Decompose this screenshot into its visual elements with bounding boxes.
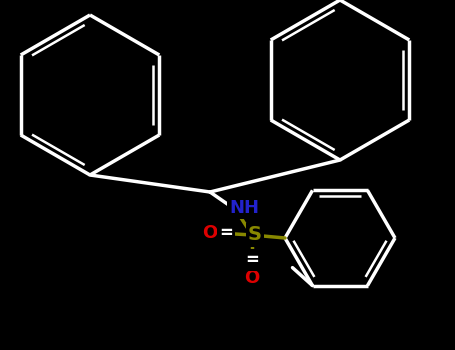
Text: O: O: [202, 224, 217, 242]
Text: S: S: [248, 225, 262, 245]
Text: NH: NH: [229, 199, 259, 217]
Text: O: O: [244, 269, 260, 287]
Text: =: =: [245, 251, 259, 269]
Text: =: =: [219, 224, 233, 242]
